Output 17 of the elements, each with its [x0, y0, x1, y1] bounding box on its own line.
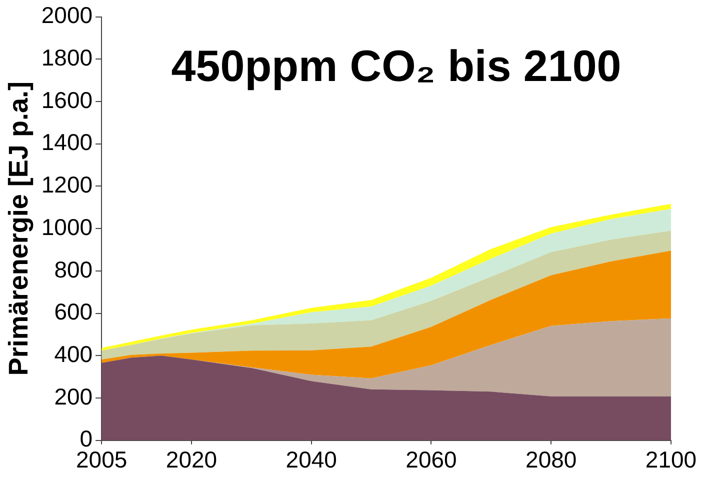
y-tick-label: 1600 — [41, 86, 93, 113]
y-tick-label: 2000 — [41, 2, 93, 28]
y-tick-label: 1800 — [41, 44, 93, 71]
y-axis-title: Primärenergie [EJ p.a.] — [4, 82, 34, 376]
x-tick-label: 2100 — [645, 446, 697, 473]
x-tick-label: 2080 — [526, 446, 577, 473]
y-tick-label: 200 — [54, 383, 93, 410]
y-tick-label: 400 — [54, 341, 93, 368]
x-tick-label: 2060 — [406, 446, 457, 473]
y-tick-label: 600 — [54, 298, 93, 325]
text: 450ppm CO₂ bis 2100 — [171, 42, 622, 91]
y-tick-label: 1000 — [41, 214, 93, 240]
x-tick-label: 2040 — [286, 446, 337, 473]
x-tick-label: 2020 — [166, 446, 218, 473]
y-tick-label: 1200 — [41, 172, 93, 198]
y-tick-label: 1400 — [41, 129, 93, 156]
y-tick-label: 800 — [54, 256, 93, 282]
